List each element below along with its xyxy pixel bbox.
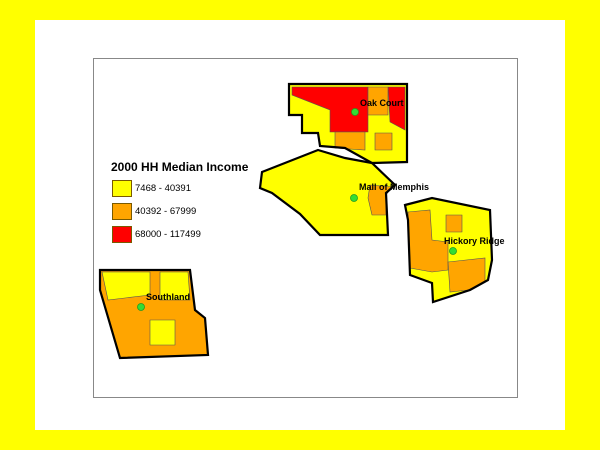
tract-mid [445, 214, 463, 233]
map-frame [93, 58, 518, 398]
tract-mid [407, 209, 449, 273]
label-oak-court: Oak Court [360, 98, 404, 108]
legend-label: 7468 - 40391 [135, 183, 191, 194]
tract-mid [447, 257, 486, 293]
legend-title: 2000 HH Median Income [111, 160, 249, 174]
legend-item: 68000 - 117499 [112, 226, 201, 243]
label-southland: Southland [146, 292, 190, 302]
legend-item: 40392 - 67999 [112, 203, 196, 220]
legend-label: 40392 - 67999 [135, 206, 197, 217]
tract-low [159, 271, 191, 301]
legend-item: 7468 - 40391 [112, 180, 191, 197]
legend-swatch [112, 226, 132, 243]
legend-swatch [112, 180, 132, 197]
point-mall-of-memphis[interactable] [350, 194, 358, 202]
point-oak-court[interactable] [351, 108, 359, 116]
label-mall-of-memphis: Mall of Memphis [359, 182, 429, 192]
legend-swatch [112, 203, 132, 220]
label-hickory-ridge: Hickory Ridge [444, 236, 505, 246]
point-southland[interactable] [137, 303, 145, 311]
legend-label: 68000 - 117499 [135, 229, 201, 240]
tract-mid [367, 86, 389, 116]
tract-high [387, 86, 406, 131]
tract-mid [334, 131, 366, 151]
point-hickory-ridge[interactable] [449, 247, 457, 255]
tract-low [149, 319, 176, 346]
tract-mid [374, 132, 393, 151]
tract-low [101, 271, 151, 301]
